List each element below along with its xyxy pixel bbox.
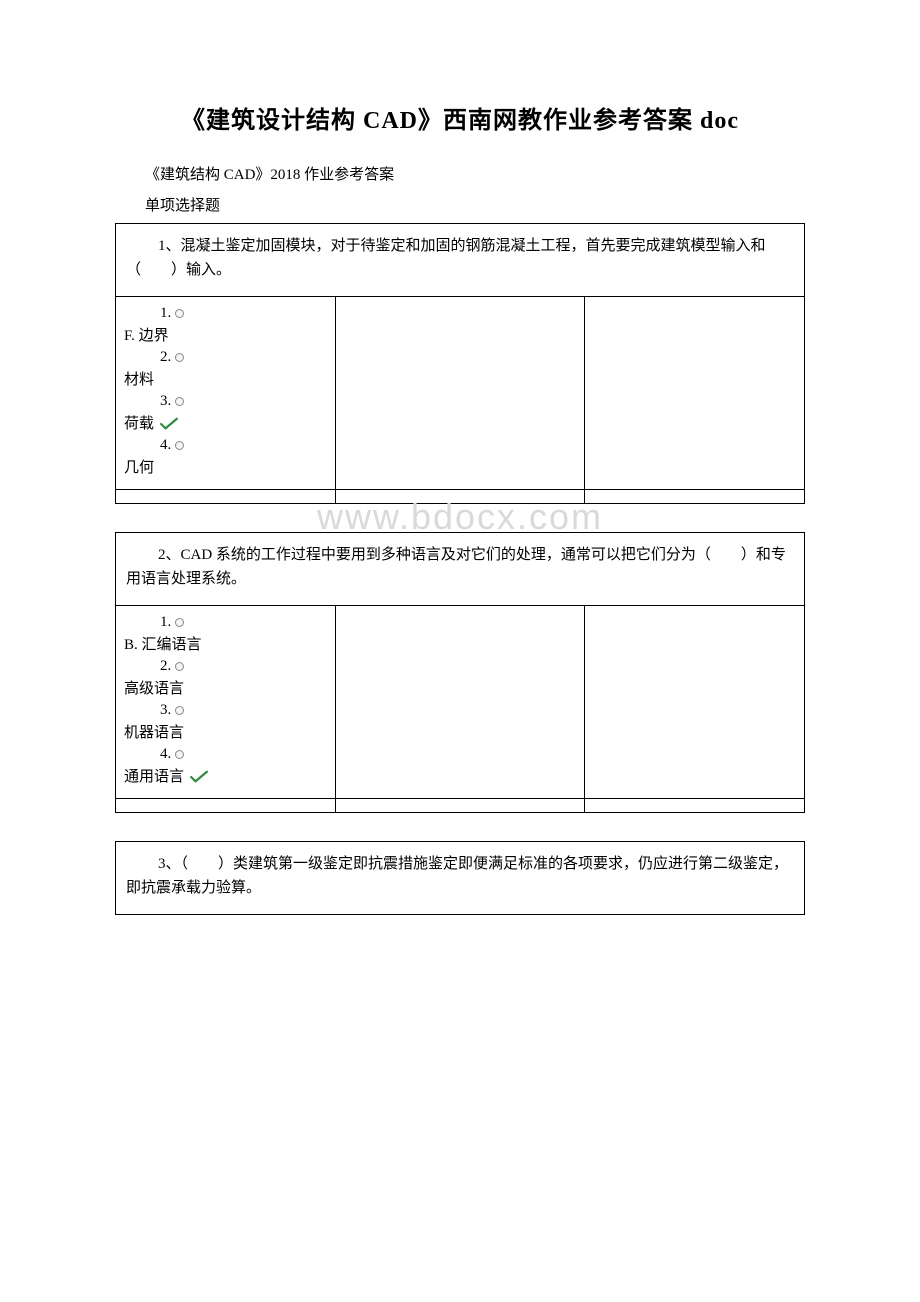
question-3-header: 3、（ ）类建筑第一级鉴定即抗震措施鉴定即便满足标准的各项要求，仍应进行第二级鉴…: [116, 842, 805, 915]
question-3-table: 3、（ ）类建筑第一级鉴定即抗震措施鉴定即便满足标准的各项要求，仍应进行第二级鉴…: [115, 841, 805, 915]
subtitle: 《建筑结构 CAD》2018 作业参考答案: [145, 163, 805, 184]
checkmark-icon: [160, 412, 178, 433]
option-4-text: 通用语言: [124, 765, 327, 786]
radio-icon[interactable]: [175, 618, 184, 627]
option-4-number: 4.: [160, 746, 327, 763]
radio-icon[interactable]: [175, 353, 184, 362]
question-1-table: 1、混凝土鉴定加固模块，对于待鉴定和加固的钢筋混凝土工程，首先要完成建筑模型输入…: [115, 223, 805, 504]
section-label: 单项选择题: [145, 194, 805, 215]
radio-icon[interactable]: [175, 397, 184, 406]
option-1-number: 1.: [160, 305, 327, 322]
option-4-text: 几何: [124, 456, 327, 477]
page-title: 《建筑设计结构 CAD》西南网教作业参考答案 doc: [115, 100, 805, 135]
option-3-number: 3.: [160, 702, 327, 719]
table-footer-row: [116, 490, 805, 504]
option-1-number: 1.: [160, 614, 327, 631]
question-1-header: 1、混凝土鉴定加固模块，对于待鉴定和加固的钢筋混凝土工程，首先要完成建筑模型输入…: [116, 224, 805, 297]
radio-icon[interactable]: [175, 750, 184, 759]
radio-icon[interactable]: [175, 706, 184, 715]
option-3-number: 3.: [160, 393, 327, 410]
option-2-number: 2.: [160, 658, 327, 675]
option-4-number: 4.: [160, 437, 327, 454]
option-2-text: 高级语言: [124, 677, 327, 698]
question-2-options: 1. B. 汇编语言 2. 高级语言 3. 机器语言 4. 通用语言: [116, 606, 336, 799]
option-1-text: B. 汇编语言: [124, 633, 327, 654]
question-1-options: 1. F. 边界 2. 材料 3. 荷载 4. 几何: [116, 297, 336, 490]
checkmark-icon: [190, 765, 208, 786]
radio-icon[interactable]: [175, 662, 184, 671]
option-2-text: 材料: [124, 368, 327, 389]
option-2-number: 2.: [160, 349, 327, 366]
option-3-text: 机器语言: [124, 721, 327, 742]
radio-icon[interactable]: [175, 441, 184, 450]
question-2-table: 2、CAD 系统的工作过程中要用到多种语言及对它们的处理，通常可以把它们分为（ …: [115, 532, 805, 813]
option-3-text: 荷载: [124, 412, 327, 433]
radio-icon[interactable]: [175, 309, 184, 318]
question-2-header: 2、CAD 系统的工作过程中要用到多种语言及对它们的处理，通常可以把它们分为（ …: [116, 533, 805, 606]
table-footer-row: [116, 799, 805, 813]
option-1-text: F. 边界: [124, 324, 327, 345]
